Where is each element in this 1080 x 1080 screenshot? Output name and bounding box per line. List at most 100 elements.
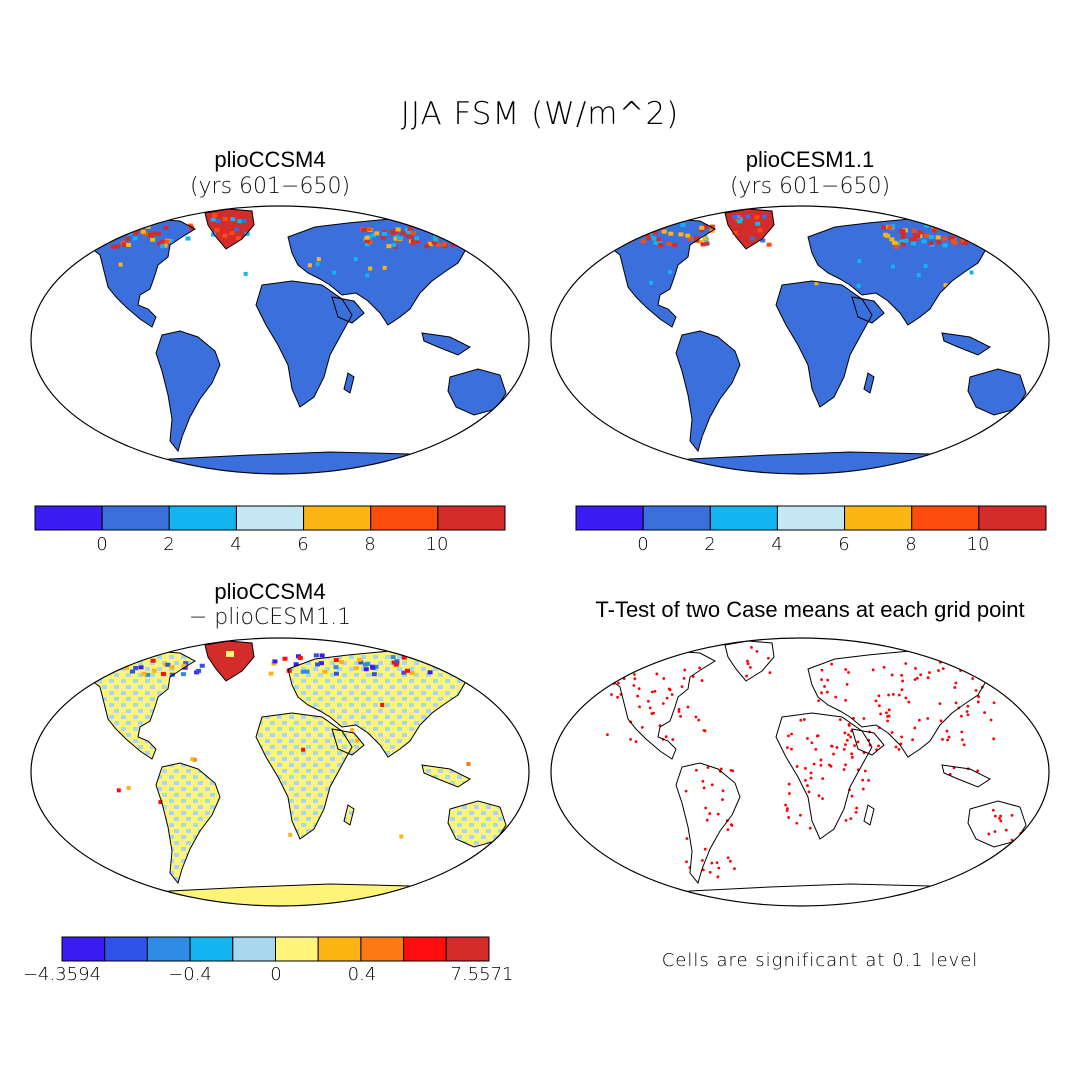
significant-cell <box>855 806 859 810</box>
data-cell <box>604 234 610 239</box>
data-cell <box>229 231 235 236</box>
data-cell <box>135 654 141 659</box>
data-cell <box>909 237 915 242</box>
data-cell <box>634 229 640 234</box>
significant-cell <box>655 672 659 676</box>
data-cell <box>105 236 111 241</box>
data-cell <box>391 660 397 665</box>
significant-cell <box>850 794 854 798</box>
significant-cell <box>746 659 749 663</box>
data-cell <box>98 223 104 228</box>
significant-cell <box>685 837 689 840</box>
significant-cell <box>885 711 888 715</box>
land-africa <box>776 713 872 839</box>
significant-cell <box>887 693 891 697</box>
data-cell <box>410 239 416 244</box>
data-cell <box>450 668 456 673</box>
data-cell <box>754 215 760 220</box>
data-cell <box>164 239 170 244</box>
coastline-africa <box>255 280 353 408</box>
significant-cell <box>729 823 733 827</box>
land-indonesia <box>942 333 990 355</box>
colorbar-cesm <box>575 505 1047 531</box>
significant-cell <box>887 708 891 712</box>
significant-cell <box>871 668 875 672</box>
coastline-greenland <box>204 640 255 682</box>
data-cell <box>462 243 468 248</box>
significant-cell <box>807 790 811 794</box>
significant-cell <box>717 866 721 870</box>
significant-cell <box>614 671 618 675</box>
significant-cell <box>806 737 809 740</box>
data-cell <box>96 237 102 242</box>
data-cell <box>211 232 217 237</box>
data-cell <box>401 670 407 675</box>
data-cell <box>428 241 434 246</box>
significant-cell <box>843 731 847 735</box>
data-cell <box>350 727 355 732</box>
data-cell <box>481 657 487 662</box>
data-cell <box>88 238 94 243</box>
significant-cell <box>680 685 684 689</box>
coastline-south-america <box>675 330 741 453</box>
significant-cell <box>808 826 812 830</box>
data-cell <box>432 234 438 239</box>
data-cell <box>158 800 163 805</box>
data-cell <box>969 225 975 230</box>
significant-cell <box>966 713 970 717</box>
data-cell <box>699 225 705 230</box>
data-cell <box>916 273 921 278</box>
data-cell <box>699 228 705 233</box>
data-cell <box>87 654 93 659</box>
significant-cell <box>946 738 950 742</box>
significant-cell <box>897 693 901 697</box>
map-panel-difference <box>30 637 530 907</box>
data-cell <box>105 234 111 239</box>
data-cell <box>237 219 243 224</box>
data-cell <box>465 670 471 675</box>
data-cell <box>222 216 228 221</box>
data-cell <box>640 239 646 244</box>
data-cell <box>856 283 861 288</box>
map-panel-ccsm4 <box>30 205 530 475</box>
data-cell <box>354 738 359 743</box>
data-cell <box>222 233 228 238</box>
significant-cell <box>972 662 976 665</box>
data-cell <box>953 228 959 233</box>
data-cell <box>980 239 986 244</box>
significant-cell <box>829 764 833 768</box>
data-cell <box>160 671 166 676</box>
data-cell <box>814 281 819 286</box>
panel-subtitle-bottom-left: − plioCESM1.1 <box>188 605 352 630</box>
significant-cell <box>847 724 851 727</box>
significant-cell <box>844 743 847 747</box>
data-cell <box>649 280 654 285</box>
data-cell <box>367 240 373 245</box>
data-cell <box>943 283 948 288</box>
land-antarctica <box>590 884 1026 906</box>
data-cell <box>969 270 974 275</box>
significant-cell <box>890 731 894 734</box>
colorbar-tick: 4 <box>771 534 783 555</box>
significant-cell <box>728 859 732 863</box>
data-cell <box>952 228 958 233</box>
data-cell <box>133 231 139 236</box>
significant-cell <box>700 859 704 862</box>
land-africa <box>256 281 352 407</box>
data-cell <box>315 262 320 267</box>
data-cell <box>942 236 948 241</box>
data-cell <box>301 747 306 752</box>
data-cell <box>466 761 471 766</box>
map-frame <box>550 205 1050 475</box>
data-cell <box>151 668 157 673</box>
significant-cell <box>694 715 698 719</box>
significant-cell <box>637 687 641 691</box>
data-cell <box>687 236 693 241</box>
land-indonesia <box>422 765 470 787</box>
significant-cell <box>847 733 850 737</box>
colorbar-ccsm4 <box>34 505 506 531</box>
data-cell <box>467 242 473 247</box>
data-cell <box>923 264 928 269</box>
data-cell <box>893 244 899 249</box>
significant-cell <box>819 763 823 767</box>
